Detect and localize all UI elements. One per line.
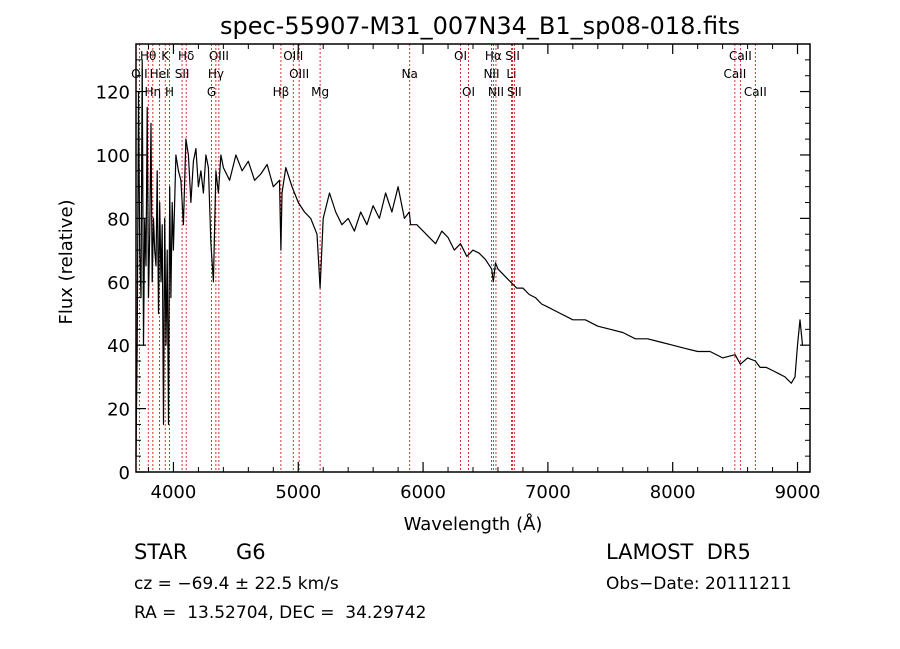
x-tick-label: 9000 xyxy=(775,482,821,503)
line-marker-label: OI xyxy=(462,85,475,99)
redshift-readout: cz = −69.4 ± 22.5 km/s xyxy=(134,574,339,594)
y-tick-label: 0 xyxy=(119,463,130,484)
line-marker-label: SII xyxy=(507,85,522,99)
line-marker-label: NII xyxy=(483,67,499,81)
y-tick-label: 80 xyxy=(107,209,130,230)
object-subclass: G6 xyxy=(236,540,266,564)
line-marker-label: NII xyxy=(488,85,504,99)
line-marker-label: OIII xyxy=(289,67,309,81)
line-marker-label: OIII xyxy=(283,49,303,63)
line-marker-label: CaII xyxy=(723,67,746,81)
x-tick-label: 7000 xyxy=(525,482,571,503)
line-marker-label: Hδ xyxy=(178,49,194,63)
spectrum-series xyxy=(135,59,804,457)
x-tick-label: 4000 xyxy=(151,482,197,503)
line-marker-label: Hη xyxy=(145,85,162,99)
line-marker-label: CaII xyxy=(744,85,767,99)
x-tick-label: 6000 xyxy=(400,482,446,503)
plot-frame xyxy=(135,43,811,473)
line-marker-label: Na xyxy=(402,67,418,81)
line-marker-label: OI xyxy=(454,49,467,63)
line-marker-label: G xyxy=(207,85,216,99)
line-marker-label: OII xyxy=(131,67,148,81)
chart-title: spec-55907-M31_007N34_B1_sp08-018.fits xyxy=(220,12,740,40)
line-marker-label: Hθ xyxy=(140,49,156,63)
line-marker-label: H xyxy=(165,85,174,99)
spectrum-line xyxy=(135,59,804,457)
y-tick-label: 20 xyxy=(107,400,130,421)
y-tick-label: 40 xyxy=(107,336,130,357)
y-tick-label: 120 xyxy=(96,83,130,104)
line-marker-label: Mg xyxy=(311,85,329,99)
y-axis-label: Flux (relative) xyxy=(56,199,77,324)
line-marker-label: Li xyxy=(506,67,516,81)
line-marker-label: CaII xyxy=(729,49,752,63)
axis-ticks: 4000 5000 6000 7000 8000 9000 0 20 40 60 80 100 120 xyxy=(96,44,821,503)
x-tick-label: 8000 xyxy=(650,482,696,503)
object-class: STAR xyxy=(134,540,188,564)
y-tick-label: 100 xyxy=(96,146,130,167)
x-tick-label: 5000 xyxy=(275,482,321,503)
line-marker-label: Hγ xyxy=(208,67,224,81)
line-marker-label: Hβ xyxy=(273,85,290,99)
observation-date: Obs−Date: 20111211 xyxy=(606,574,792,594)
line-marker-label: OIII xyxy=(209,49,229,63)
line-marker-label: HeI xyxy=(150,67,170,81)
x-axis-label: Wavelength (Å) xyxy=(404,513,543,535)
coordinates-readout: RA = 13.52704, DEC = 34.29742 xyxy=(134,603,427,623)
line-marker-label: SII xyxy=(175,67,190,81)
survey-name: LAMOST DR5 xyxy=(606,540,751,564)
line-marker-label: K xyxy=(161,49,170,63)
line-marker-label: Hα xyxy=(485,49,502,63)
line-marker-label: SII xyxy=(505,49,520,63)
y-tick-label: 60 xyxy=(107,273,130,294)
